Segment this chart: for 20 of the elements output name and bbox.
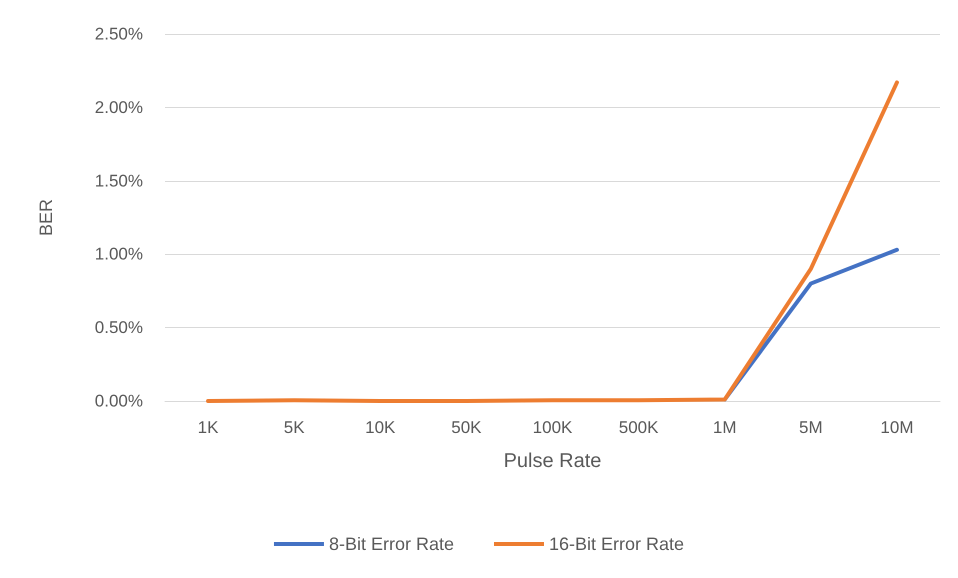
x-tick-label: 5K bbox=[284, 418, 306, 437]
y-tick-label: 0.50% bbox=[94, 318, 143, 338]
legend-label: 8-Bit Error Rate bbox=[328, 534, 454, 554]
y-tick-label: 1.50% bbox=[94, 171, 143, 190]
x-tick-label: 5M bbox=[799, 418, 823, 437]
x-tick-label: 1M bbox=[712, 418, 737, 437]
line-series bbox=[206, 80, 899, 403]
y-axis-title: BER bbox=[36, 198, 56, 236]
x-tick-label: 10K bbox=[365, 418, 396, 437]
x-tick-label: 10M bbox=[880, 418, 914, 437]
legend-label: 16-Bit Error Rate bbox=[548, 534, 684, 554]
x-axis-title: Pulse Rate bbox=[504, 450, 602, 472]
y-tick-label: 2.00% bbox=[94, 98, 143, 117]
y-tick-label: 0.00% bbox=[94, 392, 143, 410]
x-tick-label: 50K bbox=[451, 418, 482, 437]
y-tick-label: 2.50% bbox=[94, 24, 143, 44]
x-tick-label: 500K bbox=[618, 418, 660, 437]
x-tick-label: 1K bbox=[198, 418, 220, 437]
x-tick-label: 100K bbox=[532, 418, 574, 437]
y-tick-label: 1.00% bbox=[94, 244, 143, 264]
